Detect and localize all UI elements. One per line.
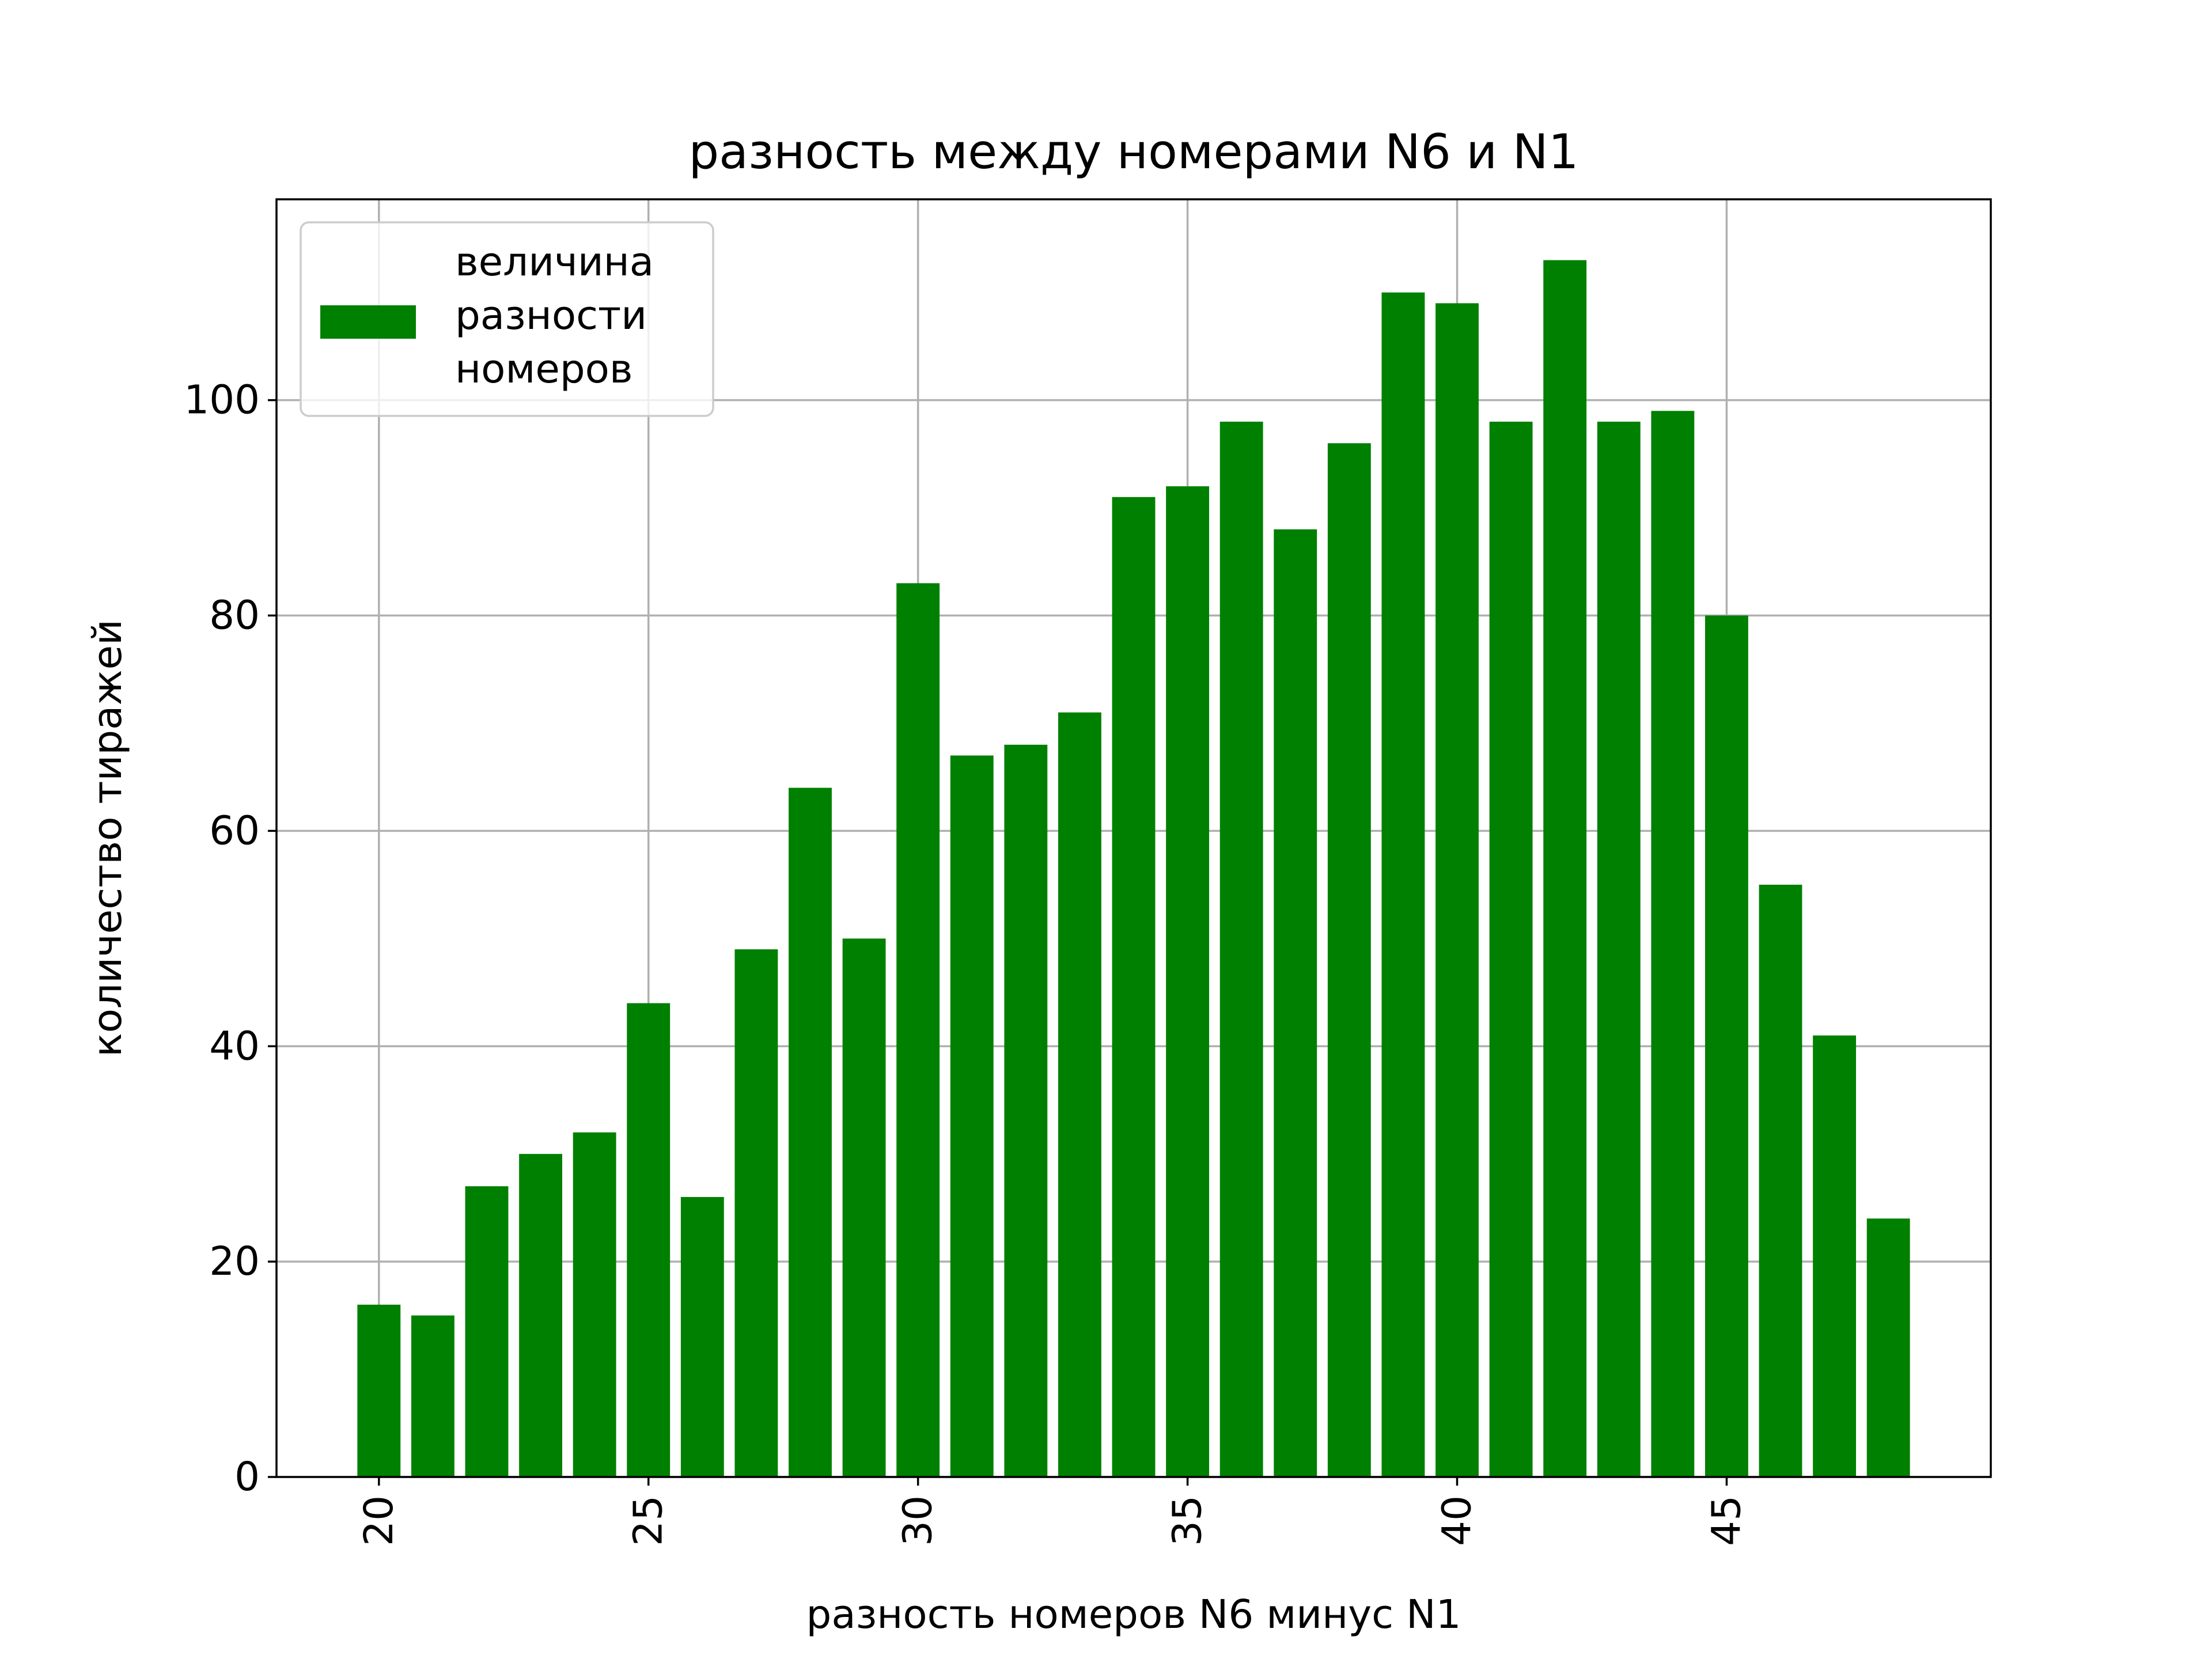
x-tick-label: 25 — [626, 1495, 672, 1546]
y-tick-label: 80 — [209, 593, 260, 639]
y-tick-label: 100 — [184, 377, 260, 423]
bar — [950, 755, 994, 1477]
x-tick-label: 45 — [1703, 1495, 1749, 1546]
bar — [1274, 529, 1317, 1477]
bar — [896, 583, 940, 1477]
chart-title: разность между номерами N6 и N1 — [688, 124, 1578, 180]
bar — [465, 1186, 509, 1477]
bar — [573, 1132, 616, 1477]
x-axis-ticks: 20 25 30 35 40 45 — [356, 1477, 1749, 1546]
bar — [1381, 292, 1425, 1477]
x-tick-label: 40 — [1434, 1495, 1480, 1546]
bar — [411, 1315, 454, 1477]
bar — [1219, 422, 1263, 1477]
bar — [1489, 422, 1533, 1477]
bar — [789, 787, 832, 1477]
bar — [1813, 1035, 1857, 1477]
bar — [1543, 260, 1587, 1477]
y-axis-label: количество тиражей — [85, 619, 131, 1057]
x-tick-label: 35 — [1165, 1495, 1211, 1546]
bar — [1058, 712, 1101, 1477]
x-tick-label: 30 — [895, 1495, 941, 1546]
bar — [357, 1304, 401, 1477]
bar — [1166, 486, 1210, 1477]
y-tick-label: 0 — [234, 1454, 260, 1500]
y-tick-label: 60 — [209, 808, 260, 854]
bar — [1759, 884, 1802, 1477]
legend-label-line-3: номеров — [455, 346, 633, 392]
bar — [519, 1154, 562, 1477]
bar — [1705, 615, 1748, 1477]
bar-series — [357, 260, 1910, 1478]
legend: величина разности номеров — [300, 221, 714, 417]
legend-swatch — [320, 305, 416, 339]
bar — [1004, 744, 1048, 1477]
x-axis-label: разность номеров N6 минус N1 — [806, 1592, 1461, 1638]
plot-frame — [275, 198, 1992, 1478]
bar — [1112, 497, 1156, 1477]
legend-box — [300, 221, 714, 417]
bar — [680, 1196, 724, 1477]
bar — [1597, 422, 1641, 1477]
y-tick-label: 40 — [209, 1023, 260, 1069]
bar — [1327, 443, 1371, 1477]
bar — [1866, 1218, 1910, 1477]
legend-label-line-2: разности — [455, 293, 647, 339]
bar — [734, 949, 778, 1477]
y-tick-label: 20 — [209, 1238, 260, 1285]
bar — [1435, 303, 1479, 1478]
y-axis-ticks: 0 20 40 60 80 100 — [184, 377, 276, 1500]
bar — [1651, 411, 1695, 1477]
legend-label-line-1: величина — [455, 239, 654, 285]
bar — [842, 938, 886, 1477]
x-tick-label: 20 — [356, 1495, 402, 1546]
bar — [627, 1003, 671, 1477]
